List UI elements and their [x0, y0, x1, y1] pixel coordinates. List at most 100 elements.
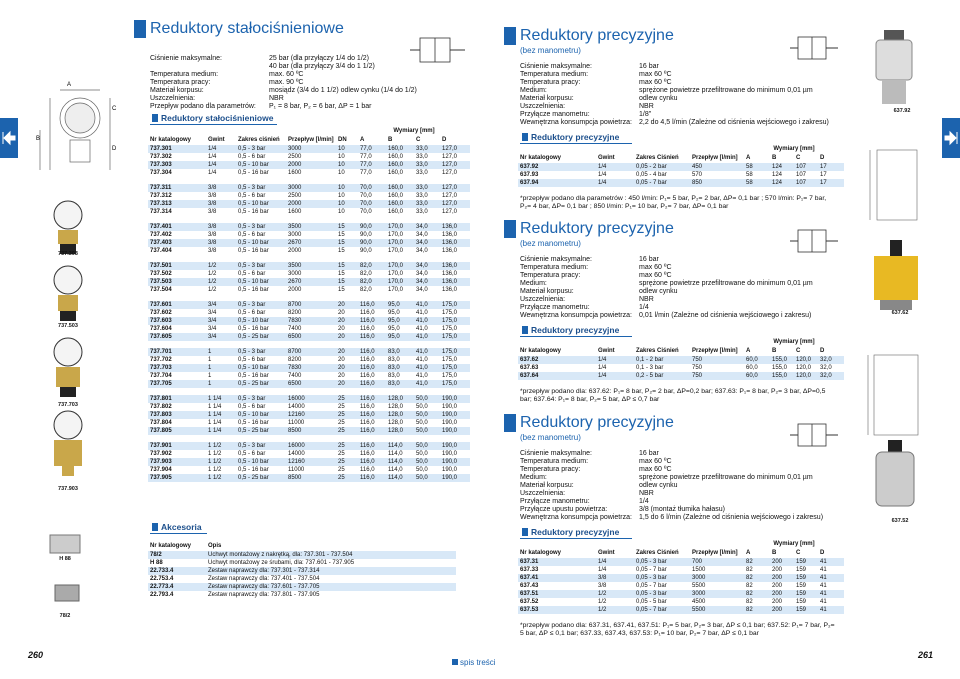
table-cell: 155,0 [770, 356, 794, 364]
spec-value: NBR [269, 95, 284, 102]
table-cell: 1/2 [596, 606, 634, 614]
table-cell: 2000 [288, 248, 302, 254]
table-cell: 8500 [286, 427, 336, 435]
table-cell: 50,0 [414, 411, 440, 419]
header-cell: C [416, 136, 421, 143]
spec-label: Temperatura medium: [150, 71, 219, 78]
table-cell: 0,5 - 10 bar [236, 317, 286, 325]
product-images: A B C D [36, 82, 117, 602]
table-row: 737.602 3/4 0,5 - 6 bar 8200 20 116,0 95,0 41,0… [148, 309, 470, 317]
table-cell: 1 1/2 [206, 442, 236, 450]
table-cell: 1600 [288, 209, 302, 215]
table-cell: 70,0 [358, 200, 386, 208]
table-cell: 136,0 [442, 287, 458, 293]
table-cell: 2000 [286, 200, 336, 208]
table-cell: 20 [336, 348, 358, 356]
table-cell: 82 [744, 590, 770, 598]
table-cell: 1/4 [596, 558, 634, 566]
table-row: 737.403 3/8 0,5 - 10 bar 2670 15 90,0 170,0 34,… [148, 239, 470, 247]
group-spacer [148, 255, 470, 262]
table-cell: 190,0 [442, 420, 458, 426]
table-cell: 0,5 - 10 bar [236, 161, 286, 169]
table-cell: 3/8 [206, 184, 236, 192]
table-cell: 50,0 [414, 442, 440, 450]
table-cell: 637.33 [520, 567, 539, 573]
table-cell: 82,0 [358, 262, 386, 270]
side-tab[interactable] [942, 118, 960, 158]
table-cell: 116,0 [360, 451, 375, 457]
table-cell: 41 [820, 567, 827, 573]
table-cell: 90,0 [360, 232, 372, 238]
table-cell: 3500 [286, 262, 336, 270]
toc-link[interactable]: spis treści [452, 658, 496, 667]
side-tab[interactable] [0, 118, 18, 158]
regulator-photo [53, 265, 83, 321]
table-cell: 0,5 - 6 bar [238, 310, 266, 316]
table-cell: 77,0 [358, 161, 386, 169]
table-cell: 0,5 - 10 bar [236, 364, 286, 372]
table-cell: 637.31 [518, 558, 596, 566]
table-cell: 450 [690, 163, 744, 171]
table-cell: 0,05 - 7 bar [634, 179, 690, 187]
header-cell: A [746, 549, 751, 556]
table-cell: 170,0 [386, 239, 414, 247]
spec-value: 16 bar [639, 450, 659, 457]
table-row: 637.31 1/4 0,05 - 3 bar 700 82 200 159 41 [518, 558, 844, 566]
table-cell: 5500 [692, 583, 706, 589]
table-cell: 34,0 [414, 239, 440, 247]
table-cell: 60,0 [746, 365, 758, 371]
table-cell: 737.312 [150, 193, 172, 199]
table-cell: 637.53 [518, 606, 596, 614]
bracket-photo [54, 584, 80, 602]
table-cell: 160,0 [388, 154, 404, 160]
table-cell: 0,5 - 25 bar [236, 380, 286, 388]
table-row: 737.401 3/8 0,5 - 3 bar 3500 15 90,0 170,0 34,0… [148, 223, 470, 231]
spec-list: Ciśnienie maksymalne: 16 bar Temperatura m… [520, 256, 869, 320]
table-cell: 33,0 [416, 209, 428, 215]
spec-value: sprężone powietrze przefiltrowane do min… [639, 87, 813, 94]
table-cell: 50,0 [416, 404, 428, 410]
toc-text[interactable]: spis treści [460, 658, 496, 667]
table-cell: 160,0 [388, 170, 404, 176]
table-cell: 0,5 - 6 bar [238, 451, 266, 457]
table-cell: 737.603 [148, 317, 206, 325]
table-cell: 22.773.4 [148, 583, 206, 591]
table-cell: 20 [338, 357, 345, 363]
regulator-photo [875, 440, 915, 507]
table-cell: 3/4 [208, 326, 217, 332]
section-title: Reduktory precyzyjne [504, 220, 674, 238]
table-cell: 8700 [286, 348, 336, 356]
footnote: *przepływ podano dla: 637.62: P₁= 8 bar,… [520, 388, 826, 403]
spec-value: 1/8" [639, 111, 652, 118]
table-cell: 0,5 - 6 bar [238, 232, 266, 238]
table-cell: 737.804 [150, 420, 172, 426]
table-row: 637.52 1/2 0,05 - 5 bar 4500 82 200 159 41 [518, 598, 844, 606]
table-row: 737.312 3/8 0,5 - 6 bar 2500 10 70,0 160,0 33,0… [148, 192, 470, 200]
table-cell: 637.63 [520, 365, 539, 371]
table-cell: 1600 [288, 170, 302, 176]
spec-value: max 60 ºC [639, 71, 672, 78]
table-cell: 120,0 [794, 356, 818, 364]
table-cell: 170,0 [386, 262, 414, 270]
table-row: 22.793.4 Zestaw naprawczy dla: 737.801 - … [148, 591, 456, 599]
image-label: 737.303 [58, 251, 78, 257]
spec-value: 16 bar [639, 63, 659, 70]
table-cell: 82,0 [358, 278, 386, 286]
header-cell: B [388, 136, 393, 143]
table-cell: 7830 [286, 317, 336, 325]
table-cell: 737.802 [150, 404, 172, 410]
table-cell: 20 [336, 364, 358, 372]
table-row: 737.904 1 1/2 0,5 - 16 bar 11000 25 116,0 114,… [148, 466, 470, 474]
spec-value: max 60 ºC [639, 264, 672, 271]
table-cell: 160,0 [386, 200, 414, 208]
symbol-diagram [410, 37, 465, 63]
table-row: 637.64 1/4 0,2 - 5 bar 750 60,0 155,0 120,0 32,… [518, 372, 844, 380]
table-cell: 570 [692, 172, 703, 178]
regulator-photo [53, 200, 83, 254]
section-header: Reduktory precyzyjne [520, 132, 632, 144]
table-cell: 82 [744, 558, 770, 566]
table-row: 737.901 1 1/2 0,5 - 3 bar 16000 25 116,0 114,0… [148, 442, 470, 450]
table-cell: 175,0 [442, 357, 458, 363]
dim-letter: B [36, 136, 40, 142]
section-header: Reduktory precyzyjne [520, 325, 632, 337]
